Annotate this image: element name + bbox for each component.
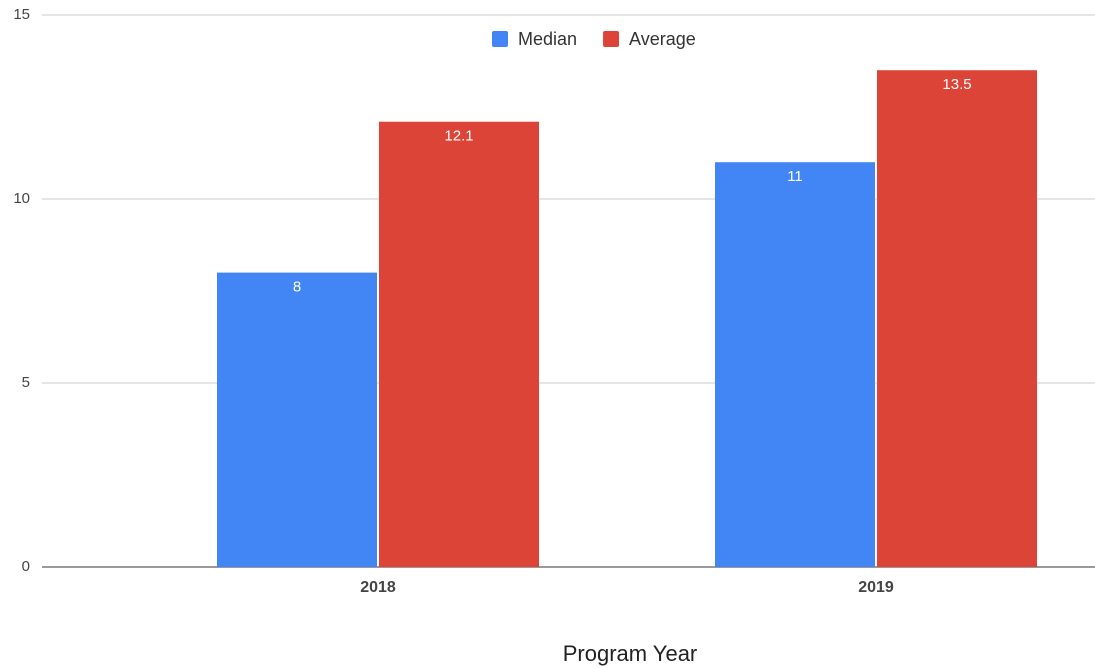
value-label: 8 bbox=[293, 279, 301, 296]
bar bbox=[715, 162, 875, 567]
bar bbox=[877, 70, 1037, 567]
value-label: 12.1 bbox=[444, 128, 473, 145]
value-label: 13.5 bbox=[942, 76, 971, 93]
y-tick-label: 5 bbox=[22, 374, 30, 391]
y-tick-label: 10 bbox=[13, 190, 30, 207]
legend-label: Median bbox=[518, 29, 577, 49]
legend-label: Average bbox=[629, 29, 696, 49]
bar bbox=[379, 121, 539, 567]
bar bbox=[217, 272, 377, 567]
y-tick-label: 15 bbox=[13, 6, 30, 23]
legend-swatch bbox=[492, 31, 508, 47]
legend-swatch bbox=[603, 31, 620, 47]
value-label: 11 bbox=[787, 168, 803, 185]
x-tick-label: 2018 bbox=[360, 579, 396, 596]
x-tick-label: 2019 bbox=[858, 579, 894, 596]
y-tick-label: 0 bbox=[22, 558, 30, 575]
x-axis-label: Program Year bbox=[563, 641, 698, 666]
